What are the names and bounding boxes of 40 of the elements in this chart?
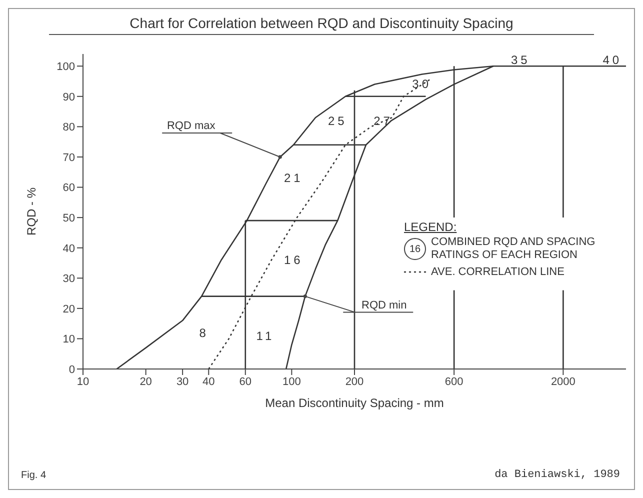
chart-title: Chart for Correlation between RQD and Discontinuity Spacing bbox=[49, 15, 594, 35]
annotation: 8 bbox=[199, 326, 209, 340]
annotation: 25 bbox=[328, 114, 348, 128]
annotation: 21 bbox=[284, 171, 304, 186]
y-tick-label: 70 bbox=[62, 152, 75, 164]
x-tick-label: 100 bbox=[282, 376, 301, 388]
x-axis-title: Mean Discontinuity Spacing - mm bbox=[265, 396, 444, 410]
y-tick-label: 10 bbox=[62, 334, 75, 346]
x-tick-label: 30 bbox=[176, 376, 189, 388]
x-tick-label: 2000 bbox=[550, 376, 576, 388]
annotation: 30 bbox=[412, 77, 432, 92]
x-tick-label: 600 bbox=[444, 376, 464, 388]
legend-label: AVE. CORRELATION LINE bbox=[431, 266, 564, 278]
y-tick-label: 80 bbox=[62, 122, 75, 134]
annotation: 27 bbox=[374, 114, 393, 128]
legend-title: LEGEND: bbox=[404, 220, 458, 234]
y-tick-label: 50 bbox=[62, 212, 75, 224]
circled-number: 16 bbox=[404, 238, 426, 260]
caption: Fig. 4 bbox=[21, 470, 46, 481]
legend-label: RQD min bbox=[362, 299, 407, 312]
y-tick-label: 30 bbox=[62, 273, 75, 286]
y-tick-label: 20 bbox=[62, 303, 75, 316]
annotation: 11 bbox=[256, 328, 275, 343]
x-tick-label: 40 bbox=[202, 376, 215, 388]
annotation: 40 bbox=[602, 52, 622, 67]
x-tick-label: 20 bbox=[140, 376, 152, 388]
y-tick-label: 100 bbox=[56, 61, 75, 74]
annotation: COMBINED RQD AND SPACING RATINGS OF EACH REGION bbox=[431, 236, 596, 262]
y-tick-label: 0 bbox=[68, 364, 75, 376]
x-tick-label: 60 bbox=[239, 376, 252, 388]
annotation: 16 bbox=[284, 253, 304, 267]
text: RQD max bbox=[166, 120, 216, 132]
annotation: 35 bbox=[510, 52, 530, 67]
y-tick-label: 40 bbox=[62, 242, 75, 255]
text: da Bieniawski, 1989 bbox=[494, 469, 620, 481]
y-tick-label: 90 bbox=[62, 91, 75, 104]
y-tick-label: 60 bbox=[62, 182, 75, 194]
x-tick-label: 200 bbox=[345, 376, 364, 388]
y-axis-title: RQD - % bbox=[24, 187, 38, 236]
x-tick-label: 10 bbox=[76, 376, 90, 388]
